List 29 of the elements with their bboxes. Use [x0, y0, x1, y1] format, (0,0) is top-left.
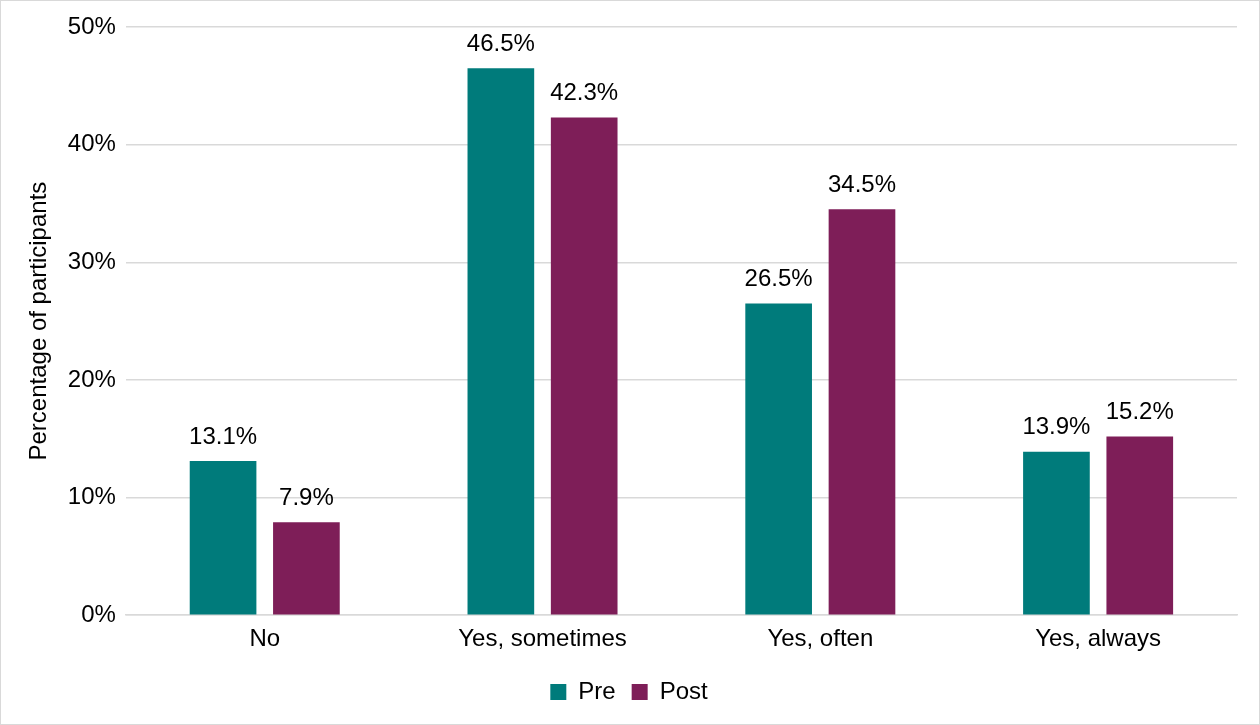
y-tick-label: 50% — [67, 11, 116, 39]
data-label: 34.5% — [827, 169, 897, 197]
bar — [189, 461, 257, 615]
bar — [1106, 436, 1174, 615]
y-tick-label: 20% — [67, 364, 116, 392]
bar — [1023, 451, 1090, 615]
x-tick-label: Yes, sometimes — [458, 624, 627, 652]
data-label: 13.9% — [1022, 412, 1091, 440]
y-axis-title: Percentage of participants — [24, 181, 52, 461]
data-label: 42.3% — [550, 78, 619, 106]
x-tick-label: Yes, always — [1035, 624, 1162, 652]
y-tick-label: 30% — [67, 246, 116, 274]
y-tick-label: 10% — [67, 482, 116, 510]
bar — [828, 209, 896, 615]
x-tick-label: No — [249, 624, 281, 652]
bar — [273, 522, 340, 615]
bar — [467, 68, 535, 615]
y-tick-label: 40% — [67, 129, 116, 157]
legend-label: Pre — [578, 676, 616, 704]
x-tick-label: Yes, often — [767, 624, 874, 652]
data-label: 7.9% — [279, 482, 334, 510]
data-label: 15.2% — [1105, 397, 1174, 425]
data-label: 13.1% — [189, 421, 258, 449]
data-label: 26.5% — [744, 264, 813, 292]
bar — [550, 117, 618, 615]
legend-label: Post — [659, 676, 709, 704]
y-tick-label: 0% — [81, 599, 116, 627]
bar — [745, 303, 812, 615]
data-label: 46.5% — [466, 28, 535, 56]
